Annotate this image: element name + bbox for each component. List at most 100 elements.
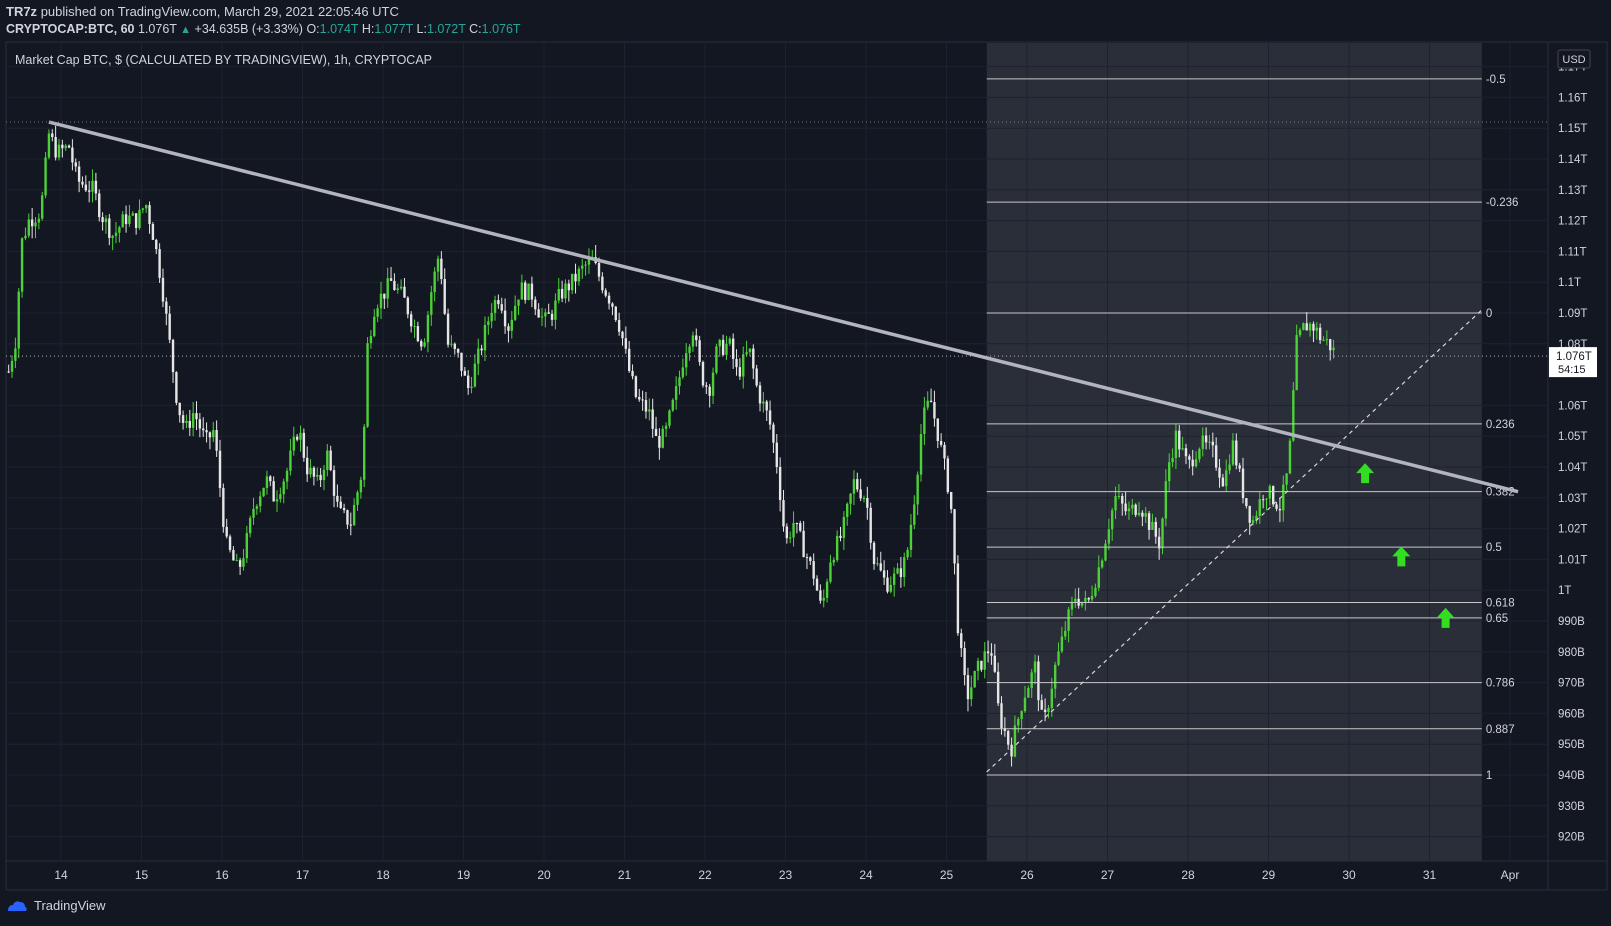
candle-body [849, 493, 852, 504]
candle-body [289, 450, 292, 471]
candle-body [617, 319, 621, 332]
candle-body [104, 218, 108, 223]
candle-body [158, 249, 161, 278]
fib-level-label: 0.887 [1486, 724, 1515, 736]
candle-body [81, 181, 84, 185]
y-tick-label: 960B [1558, 708, 1585, 720]
candle-body [1114, 496, 1117, 511]
candle-body [134, 213, 138, 228]
candle-body [1178, 430, 1181, 450]
candle-body [1043, 709, 1047, 712]
candle-body [316, 474, 319, 477]
candle-body [138, 209, 141, 228]
candle-body [215, 430, 218, 451]
candle-body [108, 218, 111, 238]
candle-body [587, 258, 591, 265]
candle-body [57, 144, 61, 158]
candle-body [248, 517, 252, 534]
y-tick-label: 1.14T [1558, 154, 1587, 166]
trend-line[interactable] [48, 120, 1519, 494]
candle-body [859, 489, 862, 499]
candle-body [856, 479, 859, 490]
y-tick-label: 1.12T [1558, 216, 1587, 228]
candle-body [846, 503, 849, 518]
candle-body [872, 542, 876, 565]
candle-body [819, 590, 822, 601]
candle-body [701, 362, 705, 386]
candle-body [279, 494, 282, 500]
candle-body [956, 563, 960, 634]
candle-body [674, 386, 678, 400]
currency-button[interactable]: USD [1557, 49, 1591, 69]
up-triangle-icon: ▲ [180, 24, 192, 36]
x-tick-label: 16 [215, 868, 229, 882]
x-tick-label: 14 [54, 868, 68, 882]
candle-body [866, 498, 869, 508]
candle-body [426, 314, 430, 343]
candle-body [1110, 510, 1114, 530]
candle-body [259, 496, 262, 507]
x-tick-label: 31 [1423, 868, 1437, 882]
candle-body [20, 238, 24, 292]
candle-body [181, 415, 185, 423]
candle-body [309, 467, 312, 475]
candle-body [1094, 587, 1097, 596]
candle-body [728, 338, 732, 344]
candle-body [879, 563, 882, 571]
candle-body [466, 375, 470, 389]
candle-body [114, 232, 118, 236]
candle-body [980, 660, 983, 670]
y-tick-label: 1.09T [1558, 308, 1587, 320]
publish-text: published on TradingView.com, March 29, … [40, 4, 399, 19]
candle-body [84, 184, 88, 191]
x-tick-label: 28 [1181, 868, 1195, 882]
candle-body [1084, 597, 1087, 602]
candle-body [1288, 440, 1292, 474]
change-value: +34.635B (+3.33%) [194, 22, 303, 36]
y-tick-label: 1.1T [1558, 277, 1581, 289]
candle-body [285, 470, 289, 482]
candle-body [10, 360, 14, 372]
tradingview-footer[interactable]: TradingView [6, 898, 106, 913]
candle-body [1127, 508, 1131, 512]
candle-body [1124, 503, 1127, 512]
candle-body [342, 508, 346, 511]
x-tick-label: 24 [859, 868, 873, 882]
candle-body [1151, 521, 1154, 530]
candle-body [383, 293, 386, 299]
bar-countdown-label: 54:15 [1558, 364, 1586, 376]
candle-body [691, 335, 695, 347]
candle-body [772, 424, 775, 443]
candle-body [1161, 518, 1164, 549]
candle-body [1268, 486, 1272, 499]
publisher-name[interactable]: TR7z [6, 4, 38, 19]
y-tick-label: 1.05T [1558, 431, 1587, 443]
candle-body [245, 533, 249, 559]
candle-body [1107, 529, 1111, 544]
candle-body [1070, 601, 1074, 610]
candle-body [175, 372, 178, 403]
candle-body [1154, 521, 1157, 537]
candle-body [188, 420, 191, 428]
candle-body [1251, 520, 1255, 523]
candle-body [1214, 445, 1218, 468]
candle-body [681, 367, 685, 378]
candle-body [161, 277, 165, 302]
candle-body [1204, 435, 1208, 443]
candle-body [1188, 456, 1191, 460]
candle-body [581, 265, 584, 269]
candle-body [735, 359, 738, 368]
fib-diagonal-line[interactable] [986, 309, 1483, 773]
candle-body [882, 570, 886, 578]
candle-body [440, 258, 443, 280]
candle-body [1164, 481, 1168, 519]
chart-title: Market Cap BTC, $ (CALCULATED BY TRADING… [15, 53, 432, 67]
candle-body [983, 651, 986, 670]
candle-body [799, 523, 802, 531]
candle-body [373, 316, 376, 337]
candle-body [98, 193, 101, 218]
candle-body [805, 557, 809, 559]
candle-body [144, 205, 148, 209]
candle-body [624, 338, 628, 349]
